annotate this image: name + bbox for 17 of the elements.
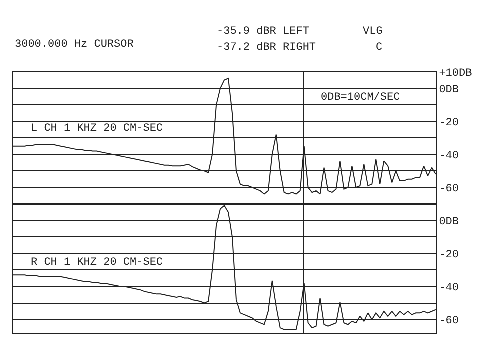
y-tick-label: 0DB bbox=[439, 216, 460, 229]
y-tick-label: +10DB bbox=[439, 68, 473, 80]
annotation: R CH 1 KHZ 20 CM-SEC bbox=[31, 257, 164, 269]
y-tick-label: -40 bbox=[439, 150, 460, 162]
annotation: L CH 1 KHZ 20 CM-SEC bbox=[31, 123, 164, 135]
y-tick-label: -20 bbox=[439, 250, 460, 262]
text: -37.2 dBR RIGHT bbox=[217, 42, 316, 54]
annotation: 0DB=10CM/SEC bbox=[321, 92, 401, 104]
y-tick-label: -60 bbox=[439, 183, 460, 196]
y-tick-label: -60 bbox=[439, 316, 460, 328]
text: -35.9 dBR LEFT bbox=[217, 26, 310, 38]
y-tick-label: -20 bbox=[439, 117, 460, 130]
y-tick-label: -40 bbox=[439, 282, 460, 295]
text: 3000.000 Hz CURSOR bbox=[15, 39, 134, 51]
text: C bbox=[376, 42, 383, 54]
text: VLG bbox=[363, 26, 383, 38]
y-tick-label: 0DB bbox=[439, 84, 460, 96]
